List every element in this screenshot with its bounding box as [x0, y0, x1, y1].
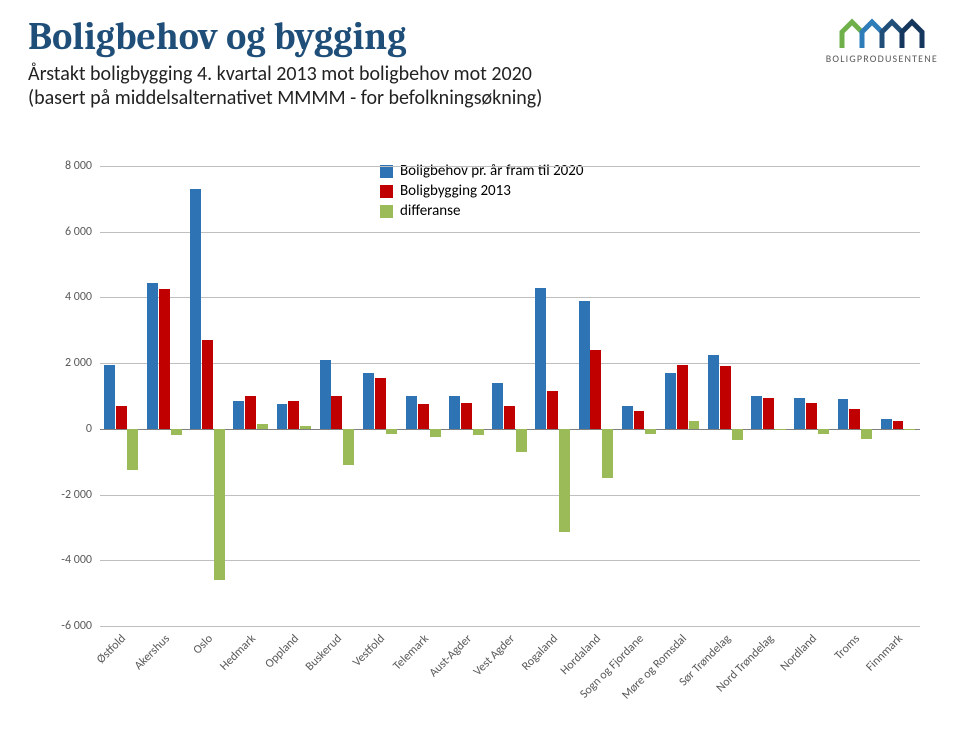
bar-differanse [732, 429, 743, 441]
bar-behov [233, 401, 244, 429]
x-axis-label: Rogaland [519, 632, 561, 674]
bar-chart: Boligbehov pr. år fram til 2020Boligbygg… [48, 166, 928, 706]
gridline [100, 166, 920, 167]
y-axis-label: 0 [42, 422, 92, 436]
bar-bygging [418, 404, 429, 429]
bar-bygging [504, 406, 515, 429]
bar-differanse [818, 429, 829, 434]
logo-text: BOLIGPRODUSENTENE [826, 52, 938, 65]
bar-behov [665, 373, 676, 429]
bar-bygging [202, 340, 213, 429]
bar-differanse [127, 429, 138, 470]
bar-differanse [516, 429, 527, 452]
x-axis-label: Hedmark [217, 632, 259, 674]
bar-differanse [473, 429, 484, 436]
bar-differanse [257, 424, 268, 429]
bar-behov [277, 404, 288, 429]
bar-behov [794, 398, 805, 429]
bar-differanse [775, 429, 786, 431]
x-axis-label: Østfold [95, 632, 130, 667]
bar-behov [751, 396, 762, 429]
bar-behov [838, 399, 849, 429]
x-axis-label: Aust-Agder [426, 632, 474, 680]
bar-behov [320, 360, 331, 429]
bar-bygging [893, 421, 904, 429]
bar-bygging [159, 289, 170, 429]
bar-behov [708, 355, 719, 429]
y-axis-label: -4 000 [42, 553, 92, 567]
bar-bygging [116, 406, 127, 429]
y-axis-label: 6 000 [42, 225, 92, 239]
bar-bygging [720, 366, 731, 428]
bar-differanse [904, 429, 915, 431]
gridline [100, 232, 920, 233]
x-axis-label: Nordland [778, 632, 820, 674]
legend-label: differanse [400, 202, 460, 220]
chart-legend: Boligbehov pr. år fram til 2020 Boligbygg… [380, 162, 584, 222]
bar-bygging [677, 365, 688, 429]
gridline [100, 363, 920, 364]
y-axis-label: 4 000 [42, 290, 92, 304]
bar-bygging [375, 378, 386, 429]
bar-differanse [171, 429, 182, 436]
bar-differanse [343, 429, 354, 465]
legend-swatch [380, 205, 393, 218]
bar-bygging [461, 403, 472, 429]
bar-differanse [300, 426, 311, 429]
bar-bygging [849, 409, 860, 429]
x-axis-label: Troms [832, 632, 863, 663]
bar-bygging [763, 398, 774, 429]
x-axis-label: Oslo [190, 632, 215, 657]
bar-bygging [590, 350, 601, 429]
gridline [100, 297, 920, 298]
x-axis-label: Telemark [390, 632, 431, 673]
bar-bygging [331, 396, 342, 429]
bar-behov [104, 365, 115, 429]
bar-behov [406, 396, 417, 429]
bar-differanse [386, 429, 397, 434]
bar-bygging [806, 403, 817, 429]
y-axis-label: -2 000 [42, 488, 92, 502]
bar-differanse [430, 429, 441, 437]
legend-item: Boligbygging 2013 [380, 182, 584, 200]
legend-item: differanse [380, 202, 584, 220]
x-axis-label: Akershus [131, 632, 172, 673]
bar-behov [492, 383, 503, 429]
y-axis-label: 2 000 [42, 356, 92, 370]
bar-differanse [689, 421, 700, 429]
x-axis-label: Finnmark [864, 632, 906, 674]
bar-differanse [559, 429, 570, 533]
gridline [100, 626, 920, 627]
x-axis-label: Vest Agder [471, 632, 518, 679]
bar-bygging [547, 391, 558, 429]
x-axis-label: Oppland [263, 632, 302, 671]
bar-behov [363, 373, 374, 429]
page-subtitle: Årstakt boligbygging 4. kvartal 2013 mot… [28, 62, 932, 110]
legend-label: Boligbygging 2013 [400, 182, 511, 200]
bar-differanse [861, 429, 872, 439]
x-axis-label: Buskerud [303, 632, 345, 674]
bar-differanse [602, 429, 613, 478]
bar-behov [535, 288, 546, 429]
bar-behov [190, 189, 201, 429]
bar-differanse [214, 429, 225, 580]
x-axis-label: Vestfold [351, 632, 389, 670]
y-axis-label: -6 000 [42, 619, 92, 633]
bar-bygging [288, 401, 299, 429]
bar-bygging [634, 411, 645, 429]
legend-item: Boligbehov pr. år fram til 2020 [380, 162, 584, 180]
legend-swatch [380, 185, 393, 198]
bar-behov [147, 283, 158, 429]
bar-differanse [645, 429, 656, 434]
page-title: Boligbehov og bygging [28, 18, 932, 58]
bar-behov [449, 396, 460, 429]
legend-label: Boligbehov pr. år fram til 2020 [400, 162, 584, 180]
bar-behov [881, 419, 892, 429]
bar-behov [622, 406, 633, 429]
bar-behov [579, 301, 590, 429]
bar-bygging [245, 396, 256, 429]
y-axis-label: 8 000 [42, 159, 92, 173]
